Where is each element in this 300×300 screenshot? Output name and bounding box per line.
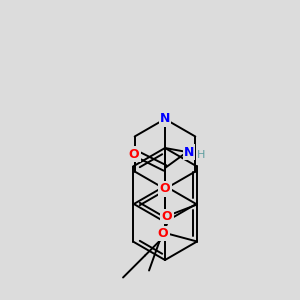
Text: H: H	[197, 150, 205, 160]
Text: N: N	[160, 112, 170, 125]
Text: O: O	[129, 148, 139, 160]
Text: N: N	[184, 146, 194, 158]
Text: O: O	[162, 210, 172, 223]
Text: O: O	[160, 182, 170, 196]
Text: O: O	[158, 227, 168, 240]
